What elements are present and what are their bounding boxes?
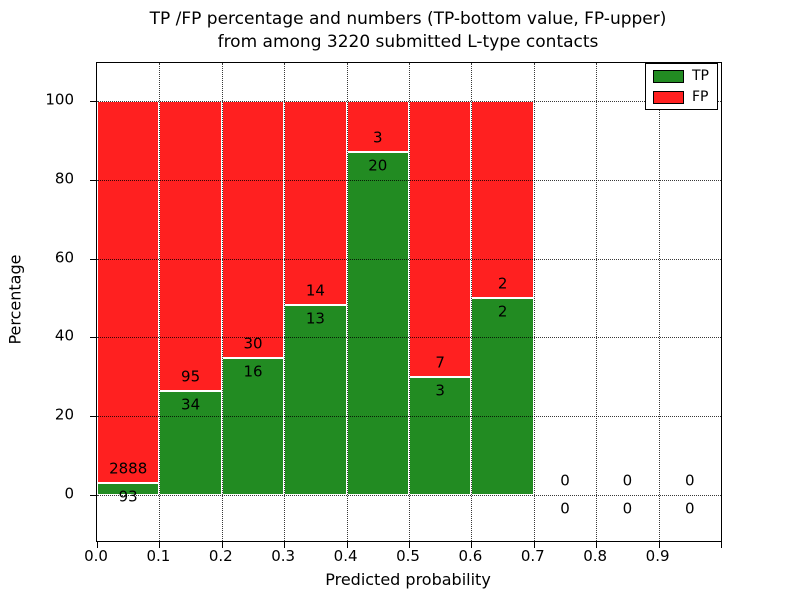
x-tick-label: 0.8 <box>583 547 608 565</box>
x-tick-mark <box>409 542 410 548</box>
chart-title: TP /FP percentage and numbers (TP-bottom… <box>96 8 720 54</box>
x-tick-mark <box>658 542 660 548</box>
fp-count-label: 0 <box>560 471 570 490</box>
y-tick-mark <box>90 179 96 181</box>
fp-count-label: 2888 <box>109 459 148 478</box>
y-axis-label: Percentage <box>5 254 25 345</box>
legend-label-fp: FP <box>692 89 709 105</box>
x-axis-label: Predicted probability <box>325 570 491 589</box>
tp-bar-segment <box>346 152 409 495</box>
x-tick-label: 0.6 <box>458 547 483 565</box>
y-tick-label: 20 <box>54 405 74 424</box>
legend-item-fp: FP <box>653 90 709 104</box>
tp-count-label: 16 <box>243 362 263 381</box>
fp-count-label: 30 <box>243 334 263 353</box>
v-gridline <box>533 63 535 541</box>
y-tick-label: 60 <box>54 248 74 267</box>
tp-bar-segment <box>284 305 347 495</box>
fp-count-label: 0 <box>622 471 633 490</box>
x-tick-mark <box>346 542 348 548</box>
tp-count-label: 0 <box>622 499 633 518</box>
v-gridline <box>221 63 223 541</box>
chart-title-line2: from among 3220 submitted L-type contact… <box>217 32 599 52</box>
x-tick-mark <box>721 542 722 548</box>
x-tick-label: 0.2 <box>208 547 233 565</box>
chart-title-line1: TP /FP percentage and numbers (TP-bottom… <box>149 9 667 29</box>
x-tick-mark <box>596 542 598 548</box>
v-gridline <box>159 63 161 541</box>
v-gridline <box>346 63 348 541</box>
tp-count-label: 0 <box>560 499 570 518</box>
v-gridline <box>284 63 286 541</box>
fp-bar-segment <box>409 101 472 377</box>
x-tick-label: 0.7 <box>520 547 545 565</box>
fp-count-label: 14 <box>305 281 325 300</box>
fp-bar-segment <box>471 101 534 298</box>
v-gridline <box>658 63 660 541</box>
tp-count-label: 0 <box>685 499 695 518</box>
y-tick-label: 100 <box>45 90 74 109</box>
y-tick-mark <box>90 337 96 339</box>
fp-bar-segment <box>159 101 222 392</box>
y-tick-mark <box>90 258 96 260</box>
v-gridline <box>409 63 410 541</box>
x-tick-label: 0.9 <box>645 547 670 565</box>
tp-count-label: 93 <box>118 487 138 506</box>
y-tick-mark <box>90 416 96 418</box>
legend-label-tp: TP <box>692 68 709 84</box>
tp-swatch <box>653 69 684 83</box>
fp-bar-segment <box>221 101 285 358</box>
x-tick-mark <box>284 542 286 548</box>
x-tick-label: 0.4 <box>333 547 358 565</box>
fp-count-label: 0 <box>685 471 695 490</box>
v-gridline <box>471 63 473 541</box>
tp-count-label: 13 <box>305 309 325 328</box>
fp-count-label: 3 <box>373 128 383 147</box>
fp-bar-segment <box>346 101 409 153</box>
tp-count-label: 2 <box>497 302 508 321</box>
v-gridline <box>596 63 598 541</box>
y-tick-label: 40 <box>54 326 74 345</box>
tp-count-label: 3 <box>435 381 445 400</box>
y-tick-mark <box>90 101 96 102</box>
x-tick-label: 0.1 <box>146 547 171 565</box>
plot-area: TP FP 2888 93 95 34 30 16 14 13 3 20 7 3 2 2 0 0 0 0 0 0 <box>90 62 722 548</box>
legend-item-tp: TP <box>653 69 709 83</box>
fp-bar-segment <box>97 101 160 483</box>
x-tick-mark <box>159 542 161 548</box>
x-tick-mark <box>533 542 535 548</box>
x-tick-label: 0.0 <box>84 547 108 565</box>
x-tick-mark <box>97 542 98 548</box>
x-tick-mark <box>221 542 223 548</box>
tp-bar-segment <box>159 391 222 495</box>
fp-bar-segment <box>284 101 347 306</box>
fp-swatch <box>653 90 684 104</box>
legend: TP FP <box>645 63 718 110</box>
x-tick-label: 0.3 <box>271 547 296 565</box>
fp-count-label: 95 <box>181 367 201 386</box>
tp-count-label: 20 <box>368 156 388 175</box>
y-tick-label: 80 <box>54 169 74 188</box>
y-tick-label: 0 <box>64 484 74 503</box>
y-tick-mark <box>90 495 96 496</box>
fp-count-label: 7 <box>435 353 445 372</box>
tp-bar-segment <box>471 298 534 495</box>
tp-bar-segment <box>409 376 472 495</box>
x-tick-mark <box>471 542 473 548</box>
tp-count-label: 34 <box>181 395 201 414</box>
fp-count-label: 2 <box>497 274 508 293</box>
x-tick-label: 0.5 <box>396 547 420 565</box>
tp-bar-segment <box>97 482 160 495</box>
